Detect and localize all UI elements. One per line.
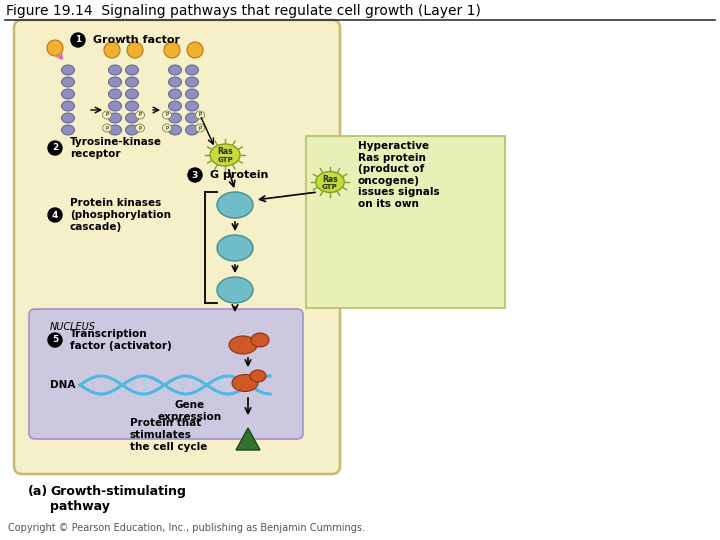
- Ellipse shape: [125, 77, 138, 87]
- Text: 5: 5: [52, 335, 58, 345]
- Text: DNA: DNA: [50, 380, 76, 390]
- Ellipse shape: [109, 125, 122, 135]
- Ellipse shape: [102, 124, 112, 132]
- Ellipse shape: [47, 40, 63, 56]
- Ellipse shape: [316, 172, 344, 192]
- Text: P: P: [199, 125, 202, 131]
- Text: P: P: [199, 112, 202, 118]
- Ellipse shape: [48, 141, 62, 155]
- Ellipse shape: [61, 113, 74, 123]
- Ellipse shape: [251, 333, 269, 347]
- Text: P: P: [105, 112, 109, 118]
- Ellipse shape: [48, 333, 62, 347]
- Ellipse shape: [104, 42, 120, 58]
- Text: Growth factor: Growth factor: [93, 35, 180, 45]
- Ellipse shape: [125, 65, 138, 75]
- Ellipse shape: [61, 65, 74, 75]
- Ellipse shape: [163, 111, 171, 119]
- Ellipse shape: [127, 42, 143, 58]
- Ellipse shape: [168, 89, 181, 99]
- Ellipse shape: [125, 113, 138, 123]
- Ellipse shape: [168, 113, 181, 123]
- Ellipse shape: [196, 124, 204, 132]
- Ellipse shape: [217, 192, 253, 218]
- Ellipse shape: [125, 101, 138, 111]
- Text: GTP: GTP: [322, 184, 338, 190]
- Ellipse shape: [48, 208, 62, 222]
- Text: Figure 19.14  Signaling pathways that regulate cell growth (Layer 1): Figure 19.14 Signaling pathways that reg…: [6, 4, 481, 18]
- Ellipse shape: [125, 125, 138, 135]
- Ellipse shape: [61, 77, 74, 87]
- Ellipse shape: [109, 89, 122, 99]
- Ellipse shape: [250, 370, 266, 382]
- FancyBboxPatch shape: [14, 20, 340, 474]
- Ellipse shape: [135, 124, 145, 132]
- Text: 4: 4: [52, 211, 58, 219]
- Text: Growth-stimulating
pathway: Growth-stimulating pathway: [50, 485, 186, 513]
- Text: Hyperactive
Ras protein
(product of
oncogene)
issues signals
on its own: Hyperactive Ras protein (product of onco…: [358, 141, 440, 209]
- Ellipse shape: [168, 77, 181, 87]
- Ellipse shape: [217, 235, 253, 261]
- Text: Transcription
factor (activator): Transcription factor (activator): [70, 329, 172, 351]
- Ellipse shape: [164, 42, 180, 58]
- Ellipse shape: [187, 42, 203, 58]
- Ellipse shape: [109, 65, 122, 75]
- Ellipse shape: [188, 168, 202, 182]
- Text: P: P: [105, 125, 109, 131]
- Ellipse shape: [102, 111, 112, 119]
- Ellipse shape: [71, 33, 85, 47]
- Text: (a): (a): [28, 485, 48, 498]
- FancyBboxPatch shape: [306, 136, 505, 308]
- Ellipse shape: [186, 77, 199, 87]
- Ellipse shape: [229, 336, 257, 354]
- Text: G protein: G protein: [210, 170, 269, 180]
- Text: 2: 2: [52, 144, 58, 152]
- Text: P: P: [166, 112, 168, 118]
- Text: Protein that
stimulates
the cell cycle: Protein that stimulates the cell cycle: [130, 418, 207, 451]
- Text: NUCLEUS: NUCLEUS: [50, 322, 96, 332]
- Text: Copyright © Pearson Education, Inc., publishing as Benjamin Cummings.: Copyright © Pearson Education, Inc., pub…: [8, 523, 365, 533]
- Ellipse shape: [186, 65, 199, 75]
- Ellipse shape: [168, 65, 181, 75]
- Ellipse shape: [125, 89, 138, 99]
- Ellipse shape: [186, 113, 199, 123]
- Ellipse shape: [217, 277, 253, 303]
- Text: Ras: Ras: [322, 174, 338, 184]
- Text: P: P: [138, 112, 142, 118]
- FancyBboxPatch shape: [29, 309, 303, 439]
- Ellipse shape: [186, 125, 199, 135]
- Ellipse shape: [232, 375, 258, 392]
- Ellipse shape: [61, 125, 74, 135]
- Text: P: P: [166, 125, 168, 131]
- Ellipse shape: [168, 125, 181, 135]
- Ellipse shape: [61, 89, 74, 99]
- Text: Gene
expression: Gene expression: [158, 400, 222, 422]
- Text: Protein kinases
(phosphorylation
cascade): Protein kinases (phosphorylation cascade…: [70, 198, 171, 232]
- Text: 3: 3: [192, 171, 198, 179]
- Text: P: P: [138, 125, 142, 131]
- Ellipse shape: [196, 111, 204, 119]
- Ellipse shape: [186, 89, 199, 99]
- Ellipse shape: [61, 101, 74, 111]
- Ellipse shape: [109, 101, 122, 111]
- Text: GTP: GTP: [217, 157, 233, 163]
- Ellipse shape: [109, 77, 122, 87]
- Text: Tyrosine-kinase
receptor: Tyrosine-kinase receptor: [70, 137, 162, 159]
- Ellipse shape: [210, 144, 240, 166]
- Ellipse shape: [163, 124, 171, 132]
- Ellipse shape: [135, 111, 145, 119]
- Text: Ras: Ras: [217, 147, 233, 157]
- Polygon shape: [236, 428, 260, 450]
- Text: 1: 1: [75, 36, 81, 44]
- Ellipse shape: [186, 101, 199, 111]
- Ellipse shape: [109, 113, 122, 123]
- Ellipse shape: [168, 101, 181, 111]
